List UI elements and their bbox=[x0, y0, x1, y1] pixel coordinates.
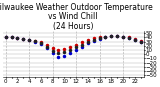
Title: Milwaukee Weather Outdoor Temperature
vs Wind Chill
(24 Hours): Milwaukee Weather Outdoor Temperature vs… bbox=[0, 3, 153, 31]
